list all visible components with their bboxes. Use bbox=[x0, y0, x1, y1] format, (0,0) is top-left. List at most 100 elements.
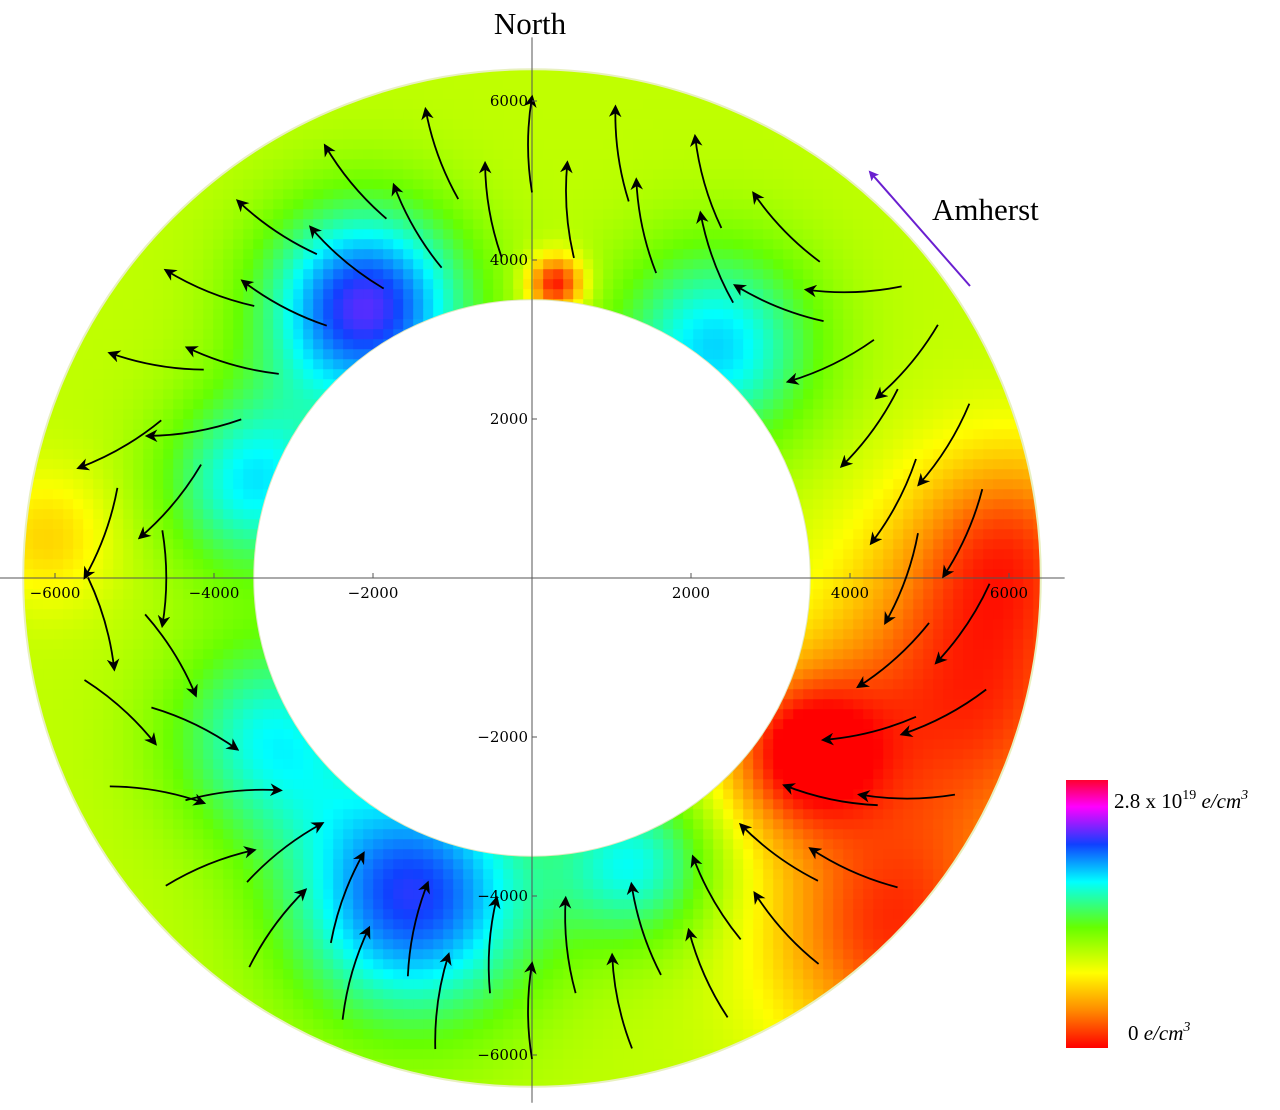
heatmap-cell bbox=[203, 369, 214, 380]
heatmap-cell bbox=[253, 209, 264, 220]
heatmap-cell bbox=[463, 139, 474, 150]
heatmap-cell bbox=[703, 219, 714, 230]
heatmap-cell bbox=[603, 109, 614, 120]
heatmap-cell bbox=[203, 799, 214, 810]
heatmap-cell bbox=[113, 729, 124, 740]
heatmap-cell bbox=[283, 1009, 294, 1020]
heatmap-cell bbox=[723, 889, 734, 900]
heatmap-cell bbox=[723, 1029, 734, 1040]
heatmap-cell bbox=[463, 89, 474, 100]
heatmap-cell bbox=[573, 1019, 584, 1030]
heatmap-cell bbox=[783, 279, 794, 290]
heatmap-cell bbox=[803, 499, 814, 510]
heatmap-cell bbox=[193, 889, 204, 900]
heatmap-cell bbox=[303, 379, 314, 390]
heatmap-cell bbox=[503, 859, 514, 870]
heatmap-cell bbox=[423, 869, 434, 880]
heatmap-cell bbox=[253, 329, 264, 340]
heatmap-cell bbox=[583, 929, 594, 940]
heatmap-cell bbox=[833, 779, 844, 790]
heatmap-cell bbox=[323, 329, 334, 340]
heatmap-cell bbox=[383, 1009, 394, 1020]
heatmap-cell bbox=[373, 119, 384, 130]
heatmap-cell bbox=[773, 929, 784, 940]
heatmap-cell bbox=[663, 879, 674, 890]
heatmap-cell bbox=[813, 949, 824, 960]
heatmap-cell bbox=[403, 209, 414, 220]
heatmap-cell bbox=[213, 929, 224, 940]
heatmap-cell bbox=[783, 179, 794, 190]
heatmap-cell bbox=[803, 639, 814, 650]
heatmap-cell bbox=[453, 909, 464, 920]
heatmap-cell bbox=[363, 1039, 374, 1050]
heatmap-cell bbox=[333, 159, 344, 170]
heatmap-cell bbox=[123, 489, 134, 500]
heatmap-cell bbox=[53, 549, 64, 560]
heatmap-cell bbox=[103, 429, 114, 440]
heatmap-cell bbox=[753, 119, 764, 130]
heatmap-cell bbox=[193, 399, 204, 410]
heatmap-cell bbox=[323, 349, 334, 360]
heatmap-cell bbox=[153, 599, 164, 610]
heatmap-cell bbox=[193, 809, 204, 820]
heatmap-cell bbox=[683, 159, 694, 170]
heatmap-cell bbox=[793, 259, 804, 270]
heatmap-cell bbox=[193, 379, 204, 390]
heatmap-cell bbox=[123, 719, 134, 730]
heatmap-cell bbox=[53, 439, 64, 450]
heatmap-cell bbox=[313, 789, 324, 800]
heatmap-cell bbox=[753, 759, 764, 770]
heatmap-cell bbox=[493, 929, 504, 940]
heatmap-cell bbox=[453, 89, 464, 100]
heatmap-cell bbox=[293, 299, 304, 310]
heatmap-cell bbox=[813, 569, 824, 580]
heatmap-cell bbox=[203, 379, 214, 390]
heatmap-cell bbox=[683, 859, 694, 870]
heatmap-cell bbox=[713, 339, 724, 350]
heatmap-cell bbox=[143, 299, 154, 310]
heatmap-cell bbox=[233, 779, 244, 790]
heatmap-cell bbox=[823, 899, 834, 910]
heatmap-cell bbox=[363, 959, 374, 970]
heatmap-cell bbox=[483, 849, 494, 860]
heatmap-cell bbox=[763, 179, 774, 190]
heatmap-cell bbox=[503, 1059, 514, 1070]
heatmap-cell bbox=[83, 449, 94, 460]
heatmap-cell bbox=[753, 269, 764, 280]
heatmap-cell bbox=[343, 109, 354, 120]
heatmap-cell bbox=[833, 409, 844, 420]
heatmap-cell bbox=[503, 269, 514, 280]
heatmap-cell bbox=[153, 559, 164, 570]
heatmap-cell bbox=[493, 939, 504, 950]
heatmap-cell bbox=[233, 149, 244, 160]
heatmap-cell bbox=[293, 789, 304, 800]
heatmap-cell bbox=[303, 919, 314, 930]
heatmap-cell bbox=[703, 819, 714, 830]
heatmap-cell bbox=[263, 909, 274, 920]
heatmap-cell bbox=[343, 339, 354, 350]
heatmap-cell bbox=[523, 929, 534, 940]
heatmap-cell bbox=[673, 949, 684, 960]
heatmap-cell bbox=[813, 989, 824, 1000]
heatmap-cell bbox=[763, 809, 774, 820]
heatmap-cell bbox=[573, 1069, 584, 1080]
heatmap-cell bbox=[403, 219, 414, 230]
heatmap-cell bbox=[693, 889, 704, 900]
heatmap-cell bbox=[333, 179, 344, 190]
heatmap-cell bbox=[833, 739, 844, 750]
heatmap-cell bbox=[713, 829, 724, 840]
heatmap-cell bbox=[723, 949, 734, 960]
heatmap-cell bbox=[813, 409, 824, 420]
heatmap-cell bbox=[213, 449, 224, 460]
heatmap-cell bbox=[163, 609, 174, 620]
heatmap-cell bbox=[383, 309, 394, 320]
heatmap-cell bbox=[813, 369, 824, 380]
heatmap-cell bbox=[373, 299, 384, 310]
heatmap-cell bbox=[143, 659, 154, 670]
heatmap-cell bbox=[833, 179, 844, 190]
heatmap-cell bbox=[463, 1059, 474, 1070]
heatmap-cell bbox=[343, 269, 354, 280]
heatmap-cell bbox=[323, 819, 334, 830]
heatmap-cell bbox=[93, 309, 104, 320]
heatmap-cell bbox=[793, 289, 804, 300]
